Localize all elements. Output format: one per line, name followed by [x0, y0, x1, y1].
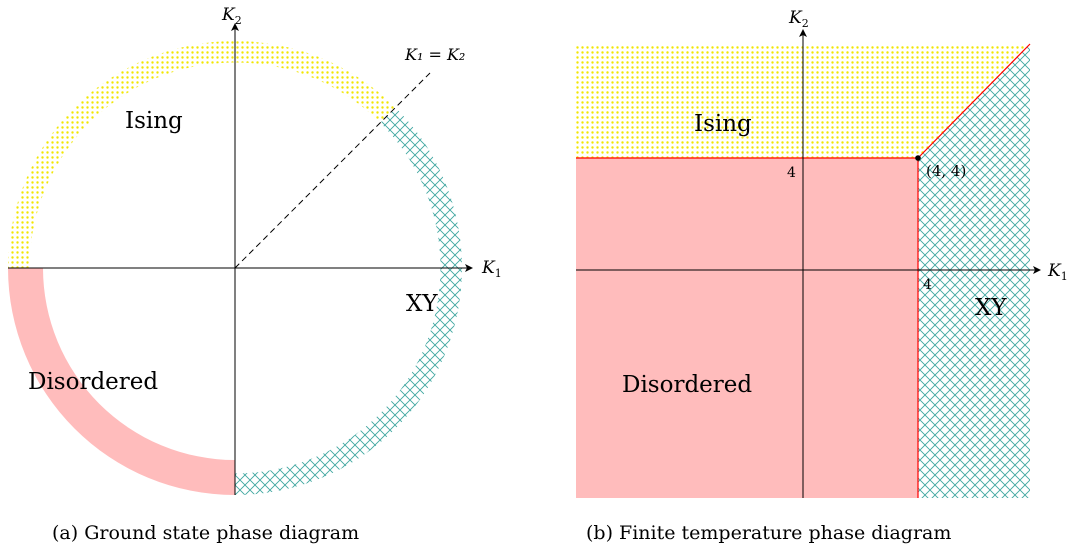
disordered-ring-region — [8, 268, 235, 495]
xy-region — [918, 44, 1030, 498]
ising-ring-region — [8, 41, 396, 268]
k1-axis-label: K1 — [1047, 261, 1068, 283]
k1-tick-label: 4 — [923, 277, 932, 293]
ising-label: Ising — [125, 108, 183, 134]
k2-tick-label: 4 — [787, 165, 796, 181]
k1-axis-label: K1 — [481, 258, 502, 280]
disordered-label: Disordered — [622, 372, 752, 398]
disordered-region — [576, 158, 918, 498]
panel-a-caption: (a) Ground state phase diagram — [52, 522, 359, 544]
point-label: (4, 4) — [926, 162, 966, 180]
diagonal-line — [234, 72, 431, 269]
xy-label: XY — [975, 295, 1007, 321]
ground-state-panel: K1 K2 K₁ = K₂ Ising XY Disordered (a) Gr… — [8, 5, 502, 544]
ising-label: Ising — [694, 111, 752, 137]
finite-temperature-panel: K1 K2 4 4 (4, 4) Ising XY Disordered (b)… — [576, 8, 1068, 544]
diagonal-label: K₁ = K₂ — [404, 45, 465, 64]
xy-label: XY — [406, 291, 438, 317]
panel-b-caption: (b) Finite temperature phase diagram — [586, 522, 951, 544]
k2-axis-label: K2 — [788, 8, 809, 30]
disordered-label: Disordered — [28, 369, 158, 395]
k2-axis-label: K2 — [221, 5, 242, 27]
ising-xy-boundary — [917, 43, 1031, 159]
multicritical-point — [915, 155, 921, 161]
xy-ring-region — [235, 107, 462, 495]
